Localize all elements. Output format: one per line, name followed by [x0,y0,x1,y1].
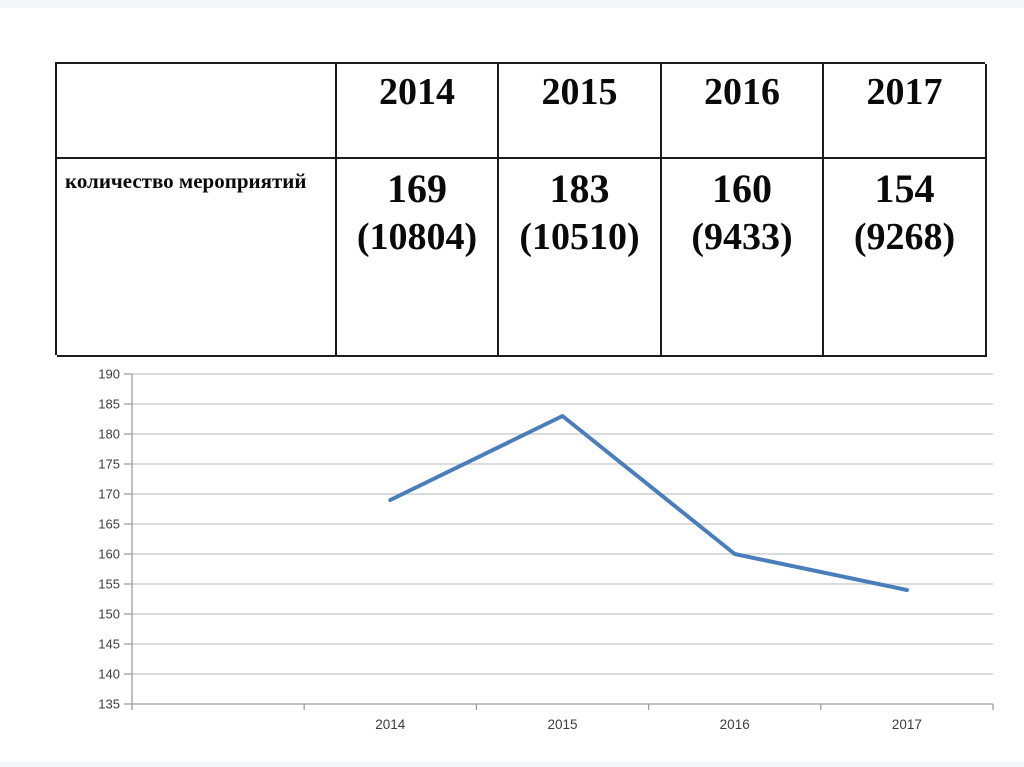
value-main: 183 [549,166,610,211]
table-value-2015: 183 (10510) [499,159,662,357]
table-value-2014: 169 (10804) [337,159,499,357]
y-tick-label: 140 [98,667,120,682]
bottom-edge-strip [0,762,1024,767]
value-sub: (9268) [853,216,956,258]
y-tick-label: 175 [98,457,120,472]
table-header-2014: 2014 [337,64,499,159]
y-tick-label: 170 [98,487,120,502]
table-header-2015: 2015 [499,64,662,159]
x-axis-label: 2016 [720,717,750,732]
y-tick-label: 180 [98,427,120,442]
x-axis-label: 2017 [892,717,922,732]
table-header-2016: 2016 [662,64,824,159]
y-tick-label: 190 [98,367,120,382]
table-corner-cell [57,64,337,159]
value-sub: (10510) [519,216,640,258]
y-tick-label: 185 [98,397,120,412]
value-sub: (9433) [691,216,793,258]
x-axis-label: 2014 [375,717,406,732]
table-value-2017: 154 (9268) [824,159,987,357]
y-tick-label: 135 [98,697,120,712]
table-row-label: количество мероприятий [57,159,337,357]
y-tick-label: 150 [98,607,120,622]
y-tick-label: 165 [98,517,120,532]
data-line [388,414,909,592]
top-edge-strip [0,0,1024,8]
value-main: 169 [387,166,447,211]
events-table: 2014 2015 2016 2017 количество мероприят… [55,62,987,357]
value-sub: (10804) [356,216,478,258]
table-header-2017: 2017 [824,64,987,159]
y-tick-label: 155 [98,577,120,592]
table-value-2016: 160 (9433) [662,159,824,357]
x-axis-label: 2015 [547,717,577,732]
value-main: 154 [874,166,935,211]
y-tick-label: 145 [98,637,120,652]
value-main: 160 [712,166,772,211]
y-tick-label: 160 [98,547,120,562]
